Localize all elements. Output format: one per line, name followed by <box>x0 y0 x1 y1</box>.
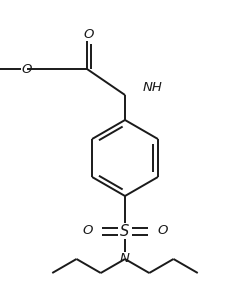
Text: NH: NH <box>143 81 163 93</box>
Text: O: O <box>83 225 93 238</box>
Text: N: N <box>120 253 130 265</box>
Text: S: S <box>120 223 130 238</box>
Text: O: O <box>157 225 168 238</box>
Text: O: O <box>22 63 32 76</box>
Text: O: O <box>84 28 94 41</box>
